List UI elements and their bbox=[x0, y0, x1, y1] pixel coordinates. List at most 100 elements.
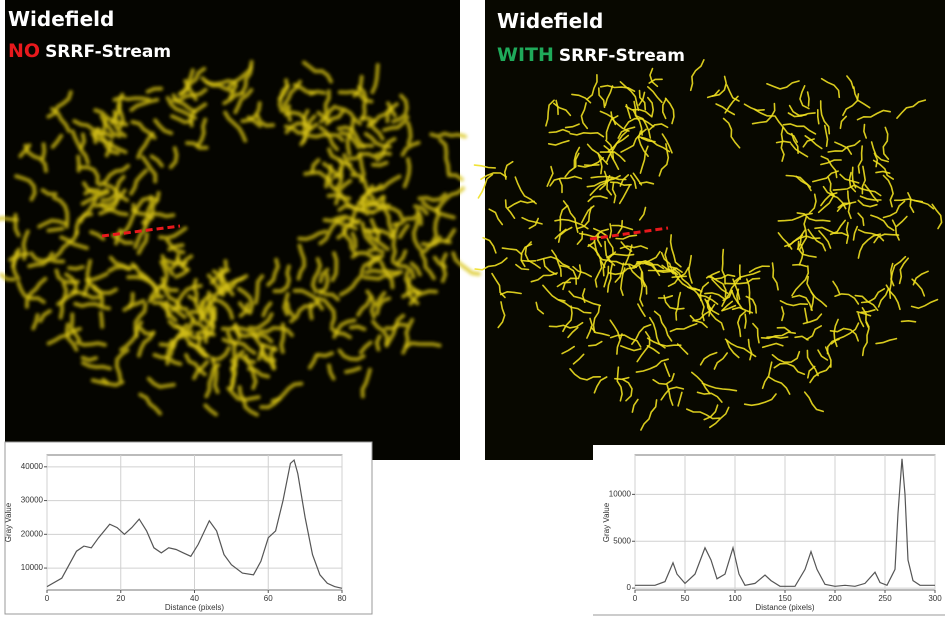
mitochondrion bbox=[54, 268, 80, 285]
mitochondrion bbox=[337, 203, 374, 215]
mitochondrion bbox=[896, 99, 927, 119]
mitochondrion bbox=[860, 288, 886, 304]
mitochondrion bbox=[736, 310, 747, 338]
mitochondrion bbox=[640, 137, 656, 143]
mitochondrion bbox=[857, 212, 865, 227]
mitochondrion bbox=[747, 338, 753, 361]
mitochondrion bbox=[857, 312, 865, 328]
mitochondrion bbox=[592, 304, 601, 333]
mitochondrion bbox=[567, 326, 579, 339]
mitochondrion bbox=[14, 174, 37, 202]
mitochondrion bbox=[371, 205, 405, 221]
mitochondrion bbox=[318, 267, 330, 284]
mitochondrion bbox=[316, 351, 334, 358]
mitochondrion bbox=[761, 361, 773, 390]
y-tick-label: 20000 bbox=[21, 529, 44, 538]
mitochondrion bbox=[375, 296, 392, 316]
mitochondrion bbox=[89, 230, 106, 241]
mitochondria-texture bbox=[0, 59, 481, 417]
mitochondrion bbox=[347, 151, 378, 161]
mitochondrion bbox=[98, 202, 129, 217]
mitochondrion bbox=[704, 292, 726, 300]
mitochondrion bbox=[318, 272, 330, 295]
mitochondrion bbox=[724, 338, 757, 358]
mitochondrion bbox=[329, 326, 352, 340]
mitochondrion bbox=[780, 126, 785, 162]
mitochondrion bbox=[409, 261, 422, 277]
mitochondrion bbox=[746, 278, 751, 315]
mitochondrion bbox=[611, 224, 634, 231]
mitochondrion bbox=[623, 117, 655, 129]
mitochondrion bbox=[435, 186, 465, 213]
mitochondrion bbox=[503, 160, 514, 180]
mitochondrion bbox=[628, 264, 648, 295]
mitochondrion bbox=[255, 113, 276, 128]
mitochondrion bbox=[692, 303, 716, 322]
mitochondrion bbox=[882, 126, 890, 160]
mitochondrion bbox=[138, 392, 163, 416]
mitochondrion bbox=[76, 154, 81, 173]
mitochondrion bbox=[344, 366, 362, 374]
mitochondrion bbox=[834, 141, 853, 155]
mitochondrion bbox=[379, 260, 395, 290]
mitochondrion bbox=[687, 254, 693, 284]
mitochondrion bbox=[647, 86, 663, 104]
mitochondrion bbox=[40, 188, 58, 196]
mitochondrion bbox=[183, 79, 198, 102]
mitochondrion bbox=[706, 299, 725, 331]
panel-tag: NO bbox=[8, 40, 40, 62]
mitochondrion bbox=[147, 294, 165, 304]
mitochondrion bbox=[107, 264, 132, 273]
mitochondrion bbox=[580, 102, 589, 130]
mitochondrion bbox=[46, 90, 73, 119]
mitochondrion bbox=[307, 353, 319, 370]
mitochondrion bbox=[477, 173, 494, 199]
mitochondrion bbox=[875, 170, 891, 174]
mitochondrion bbox=[375, 137, 397, 162]
mitochondrion bbox=[362, 271, 401, 281]
mitochondrion bbox=[360, 367, 372, 399]
mitochondrion bbox=[240, 64, 253, 95]
mitochondrion bbox=[292, 288, 324, 311]
mitochondrion bbox=[189, 309, 207, 318]
panel-subtitle: NO SRRF-Stream bbox=[8, 40, 171, 62]
mitochondrion bbox=[638, 265, 646, 288]
mitochondrion bbox=[0, 216, 19, 222]
mitochondrion bbox=[159, 259, 169, 290]
mitochondrion bbox=[652, 372, 675, 386]
mitochondrion bbox=[308, 89, 327, 96]
mitochondrion bbox=[289, 300, 320, 324]
mitochondrion bbox=[52, 230, 79, 260]
mitochondrion bbox=[310, 257, 323, 294]
mitochondrion bbox=[788, 104, 807, 117]
mitochondrion bbox=[237, 301, 252, 315]
mitochondrion bbox=[403, 341, 442, 349]
mitochondrion bbox=[530, 272, 558, 283]
mitochondrion bbox=[856, 109, 891, 121]
mitochondrion bbox=[101, 377, 125, 388]
mitochondrion bbox=[594, 259, 603, 288]
mitochondrion bbox=[417, 192, 448, 203]
mitochondrion bbox=[360, 221, 378, 249]
mitochondrion bbox=[857, 145, 863, 174]
mitochondrion bbox=[174, 283, 203, 310]
mitochondrion bbox=[40, 142, 47, 161]
mitochondrion bbox=[551, 249, 562, 277]
mitochondrion bbox=[335, 105, 362, 126]
mitochondrion bbox=[824, 124, 829, 147]
y-tick-label: 10000 bbox=[21, 563, 44, 572]
mitochondrion bbox=[357, 151, 366, 183]
mitochondrion bbox=[639, 271, 644, 307]
mitochondrion bbox=[152, 352, 183, 366]
mitochondrion bbox=[818, 230, 832, 249]
mitochondrion bbox=[603, 265, 610, 288]
mitochondrion bbox=[75, 340, 107, 347]
mitochondrion bbox=[206, 305, 217, 322]
mitochondrion bbox=[174, 267, 191, 279]
x-tick-label: 150 bbox=[778, 594, 792, 603]
mitochondrion bbox=[341, 227, 358, 256]
mitochondrion bbox=[356, 296, 373, 317]
mitochondrion bbox=[391, 93, 409, 124]
mitochondrion bbox=[307, 132, 345, 142]
mitochondrion bbox=[620, 345, 642, 352]
